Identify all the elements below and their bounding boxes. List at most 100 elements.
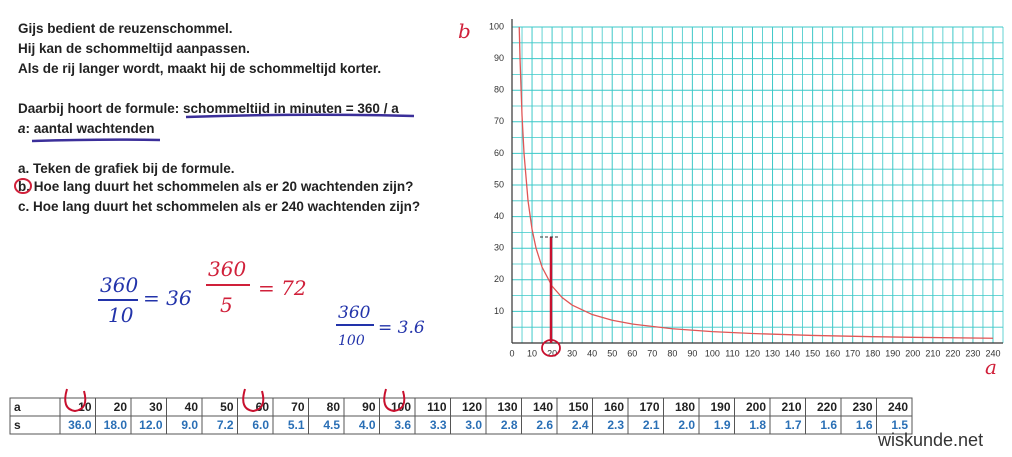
x-tick-label: 130 [765,348,780,358]
curve [518,26,993,339]
x-tick-label: 40 [587,348,597,358]
result: = 72 [258,276,307,300]
table-cell: 20 [114,400,128,414]
table-cell: 1.5 [891,418,908,432]
table-cell: a [14,400,21,414]
intro-line: Als de rij langer wordt, maakt hij de sc… [18,61,381,76]
x-tick-label: 210 [925,348,940,358]
result: = 36 [143,286,192,310]
x-tick-label: 170 [845,348,860,358]
denominator: 10 [108,303,134,327]
table-cell: 12.0 [139,418,163,432]
x-tick-label: 100 [705,348,720,358]
x-tick-label: 110 [725,348,739,358]
x-tick-label: 10 [527,348,537,358]
x-tick-label: 80 [667,348,677,358]
table-cell: 3.6 [394,418,411,432]
table-cell: 210 [781,400,801,414]
circle-mark [64,388,87,413]
table-cell: 4.0 [359,418,376,432]
question: c. Hoe lang duurt het schommelen als er … [18,199,420,214]
table-cell: 1.6 [820,418,837,432]
numerator: 360 [100,273,138,297]
question: b. Hoe lang duurt het schommelen als er … [18,179,413,194]
x-tick-label: 180 [865,348,880,358]
circle-mark [14,178,32,194]
x-tick-label: 140 [785,348,800,358]
table-cell: 5.1 [288,418,305,432]
x-tick-label: 190 [885,348,900,358]
table-cell: 60 [256,400,270,414]
x-tick-label: 90 [687,348,697,358]
intro-line: Gijs bedient de reuzenschommel. [18,21,233,36]
value-table: a 10 20 30 40 50 60 70 80 90 100 110 120 130 140 150 160… [9,388,913,435]
table-row [9,415,913,435]
result: = 3.6 [378,318,425,338]
table-cell: 1.9 [714,418,731,432]
y-tick-label: 30 [494,243,504,253]
y-tick-label: 60 [494,148,504,158]
table-cell: 1.7 [785,418,802,432]
table-cell: 170 [639,400,659,414]
y-tick-label: 40 [494,211,504,221]
table-cell: 3.3 [430,418,447,432]
x-tick-label: 200 [905,348,920,358]
table-cell: 70 [291,400,305,414]
table-cell: 230 [852,400,872,414]
table-cell: 2.4 [572,418,589,432]
numerator: 360 [338,303,371,323]
y-tick-label: 100 [489,21,504,31]
table-cell: 2.3 [607,418,624,432]
x-tick-label: 30 [567,348,577,358]
x-tick-label: 20 [547,348,557,358]
x-tick-label: 0 [509,348,514,358]
underline [31,138,161,143]
handwriting: 360 10 = 36 360 5 = 72 360 100 = 3.6 b a [98,19,997,379]
table-cell: 18.0 [104,418,128,432]
formula: schommeltijd in minuten = 360 / a [183,101,399,116]
table-cell: 90 [362,400,376,414]
formula-line: Daarbij hoort de formule: schommeltijd i… [18,101,399,116]
x-tick-label: 240 [985,348,1000,358]
x-tick-label: 120 [745,348,760,358]
table-cell: 200 [746,400,766,414]
table-cell: 40 [185,400,199,414]
variable: a [18,121,26,136]
x-tick-label: 50 [607,348,617,358]
y-tick-label: 70 [494,116,504,126]
table-cell: 180 [675,400,695,414]
table-cell: 7.2 [217,418,234,432]
y-axis-label: b [458,19,471,43]
x-tick-label: 60 [627,348,637,358]
y-tick-label: 90 [494,53,504,63]
table-cell: s [14,418,21,432]
x-tick-label: 150 [805,348,820,358]
numerator: 360 [208,257,246,281]
circle-mark [242,388,265,413]
denominator: 100 [338,333,365,349]
table-cell: 120 [462,400,482,414]
table-cell: 36.0 [68,418,92,432]
table-cell: 150 [568,400,588,414]
table-cell: 220 [817,400,837,414]
table-cell: 130 [497,400,517,414]
x-tick-label: 230 [965,348,980,358]
underline [185,113,415,119]
y-tick-label: 80 [494,85,504,95]
table-cell: 2.0 [678,418,695,432]
y-tick-label: 20 [494,274,504,284]
graph: 0 10 20 30 40 50 60 70 80 90 100 110 120 130 140 150 160… [489,19,1004,358]
x-tick-label: 70 [647,348,657,358]
table-cell: 80 [327,400,341,414]
y-tick-label: 50 [494,179,504,189]
table-cell: 4.5 [323,418,340,432]
table-cell: 6.0 [252,418,269,432]
denominator: 5 [220,293,233,317]
table-cell: 190 [710,400,730,414]
x-tick-label: 160 [825,348,840,358]
x-axis-label: a [985,355,997,379]
assignment: Gijs bedient de reuzenschommel. Hij kan … [18,21,420,214]
x-tick-label: 220 [945,348,960,358]
table-cell: 160 [604,400,624,414]
